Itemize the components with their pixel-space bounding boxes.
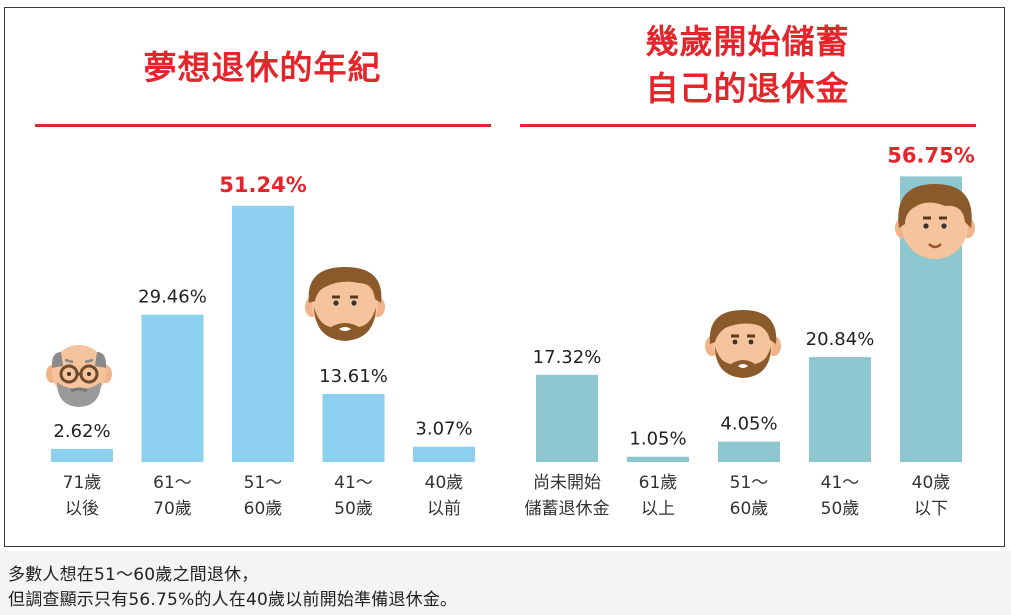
data-label: 20.84% [806, 329, 875, 350]
right-title-rule [520, 124, 976, 127]
bar [322, 393, 385, 462]
bar [627, 456, 689, 462]
bar [141, 314, 204, 462]
bar [51, 448, 113, 462]
bar [413, 446, 475, 462]
x-tick-label: 50歲 [821, 499, 860, 519]
x-tick-label: 儲蓄退休金 [525, 499, 610, 519]
x-tick-label: 以後 [65, 499, 99, 519]
data-label: 17.32% [533, 347, 602, 368]
bar [232, 205, 294, 463]
x-tick-label: 51〜 [244, 473, 283, 493]
left-chart-title: 夢想退休的年紀 [143, 48, 382, 87]
x-tick-label: 51〜 [730, 473, 769, 493]
x-tick-label: 40歲 [912, 473, 951, 493]
footer-line-2: 但調查顯示只有56.75%的人在40歲以前開始準備退休金。 [8, 590, 458, 610]
x-tick-label: 60歲 [730, 499, 769, 519]
bearded-man-face-icon [305, 267, 385, 341]
x-tick-label: 61〜 [153, 473, 192, 493]
bar [809, 357, 871, 462]
bearded-man-face-icon [705, 310, 781, 378]
left-title-rule [35, 124, 491, 127]
x-tick-label: 41〜 [334, 473, 373, 493]
footer-line-1: 多數人想在51〜60歲之間退休， [8, 565, 259, 585]
x-tick-label: 以下 [914, 499, 948, 519]
bar [718, 441, 780, 462]
right-chart-title-line2: 自己的退休金 [645, 69, 850, 108]
footer-note: 多數人想在51〜60歲之間退休， 但調查顯示只有56.75%的人在40歲以前開始… [0, 551, 1011, 615]
data-label: 3.07% [415, 419, 472, 440]
data-label: 2.62% [53, 421, 110, 442]
x-tick-label: 以上 [641, 499, 675, 519]
young-man-face-icon [895, 184, 975, 259]
data-label: 13.61% [319, 366, 388, 387]
data-label: 51.24% [219, 173, 306, 197]
bar [536, 374, 598, 462]
x-tick-label: 尚未開始 [533, 473, 601, 493]
right-chart-title-line1: 幾歲開始儲蓄 [645, 22, 850, 61]
x-tick-label: 41〜 [821, 473, 860, 493]
x-tick-label: 60歲 [244, 499, 283, 519]
x-tick-label: 70歲 [153, 499, 192, 519]
x-tick-label: 71歲 [63, 473, 102, 493]
data-label: 29.46% [138, 287, 207, 308]
data-label: 1.05% [629, 429, 686, 450]
data-label: 4.05% [720, 414, 777, 435]
x-tick-label: 61歲 [639, 473, 678, 493]
data-label: 56.75% [887, 143, 974, 167]
x-tick-label: 50歲 [334, 499, 373, 519]
old-man-face-icon [46, 345, 112, 407]
x-tick-label: 以前 [427, 499, 461, 519]
x-tick-label: 40歲 [425, 473, 464, 493]
